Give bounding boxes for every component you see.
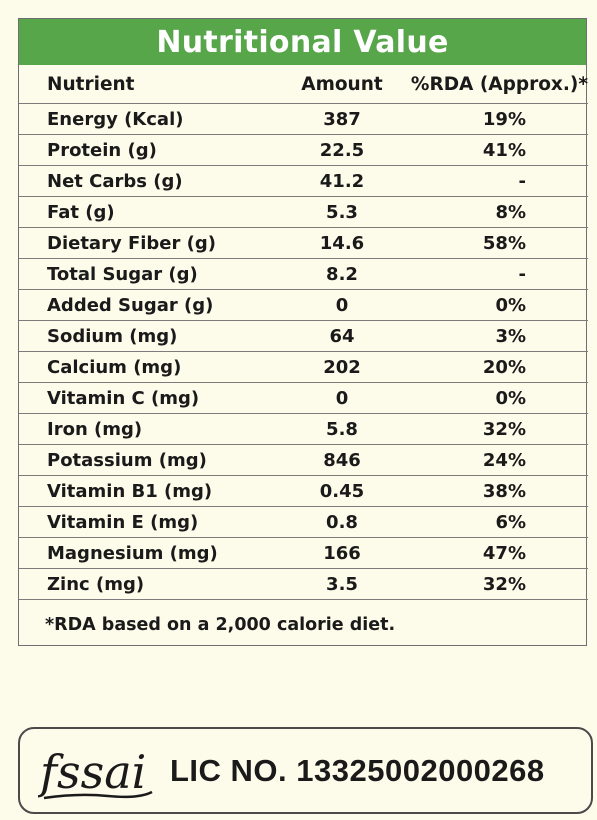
table-row: Total Sugar (g) 8.2- bbox=[19, 258, 588, 290]
nutrient-name: Iron (mg) bbox=[19, 413, 285, 445]
nutrient-name: Dietary Fiber (g) bbox=[19, 227, 285, 259]
nutrient-name: Total Sugar (g) bbox=[19, 258, 285, 290]
nutrient-name: Vitamin B1 (mg) bbox=[19, 475, 285, 507]
header-nutrient: Nutrient bbox=[19, 65, 285, 104]
nutrient-rda: 0% bbox=[399, 289, 588, 321]
nutrient-rda: 19% bbox=[399, 103, 588, 135]
table-row: Net Carbs (g) 41.2- bbox=[19, 165, 588, 197]
license-number: LIC NO. 13325002000268 bbox=[170, 752, 545, 788]
table-row: Sodium (mg) 64 3% bbox=[19, 320, 588, 352]
table-row: Protein (g) 22.5 41% bbox=[19, 134, 588, 166]
nutrient-amount: 166 bbox=[285, 537, 399, 569]
nutrient-rda: - bbox=[399, 165, 588, 197]
nutrient-name: Vitamin C (mg) bbox=[19, 382, 285, 414]
nutrition-panel: Nutritional Value Nutrient Amount %RDA (… bbox=[18, 18, 588, 646]
nutrient-rda: 24% bbox=[399, 444, 588, 476]
nutrient-rda: 38% bbox=[399, 475, 588, 507]
nutrient-amount: 846 bbox=[285, 444, 399, 476]
fssai-logo: fssai bbox=[37, 736, 156, 806]
nutrient-rda: 8% bbox=[399, 196, 588, 228]
nutrient-amount: 64 bbox=[285, 320, 399, 352]
nutrient-amount: 3.5 bbox=[285, 568, 399, 600]
nutrient-name: Calcium (mg) bbox=[19, 351, 285, 383]
nutrient-amount: 5.8 bbox=[285, 413, 399, 445]
nutrient-rda: 47% bbox=[399, 537, 588, 569]
table-row: Iron (mg) 5.8 32% bbox=[19, 413, 588, 445]
nutrient-amount: 14.6 bbox=[285, 227, 399, 259]
panel-title: Nutritional Value bbox=[19, 19, 586, 65]
nutrient-amount: 5.3 bbox=[285, 196, 399, 228]
header-amount: Amount bbox=[285, 65, 399, 104]
header-rda: %RDA (Approx.)* bbox=[399, 65, 588, 104]
table-row: Vitamin B1 (mg) 0.45 38% bbox=[19, 475, 588, 507]
nutrient-name: Energy (Kcal) bbox=[19, 103, 285, 135]
nutrient-name: Sodium (mg) bbox=[19, 320, 285, 352]
table-row: Zinc (mg) 3.5 32% bbox=[19, 568, 588, 600]
nutrient-amount: 0.8 bbox=[285, 506, 399, 538]
nutrient-name: Fat (g) bbox=[19, 196, 285, 228]
nutrient-name: Added Sugar (g) bbox=[19, 289, 285, 321]
table-row: Potassium (mg) 846 24% bbox=[19, 444, 588, 476]
nutrient-amount: 0 bbox=[285, 289, 399, 321]
nutrient-amount: 202 bbox=[285, 351, 399, 383]
nutrient-rda: 41% bbox=[399, 134, 588, 166]
fssai-logo-text: fssai bbox=[38, 745, 146, 799]
nutrient-rda: 32% bbox=[399, 568, 588, 600]
nutrient-rda: - bbox=[399, 258, 588, 290]
table-row: Energy (Kcal) 387 19% bbox=[19, 103, 588, 135]
nutrient-rda: 20% bbox=[399, 351, 588, 383]
nutrient-amount: 22.5 bbox=[285, 134, 399, 166]
nutrient-rda: 3% bbox=[399, 320, 588, 352]
nutrient-rda: 32% bbox=[399, 413, 588, 445]
license-box: fssai LIC NO. 13325002000268 bbox=[18, 727, 593, 814]
rda-footnote: *RDA based on a 2,000 calorie diet. bbox=[45, 614, 396, 635]
table-row: Fat (g) 5.3 8% bbox=[19, 196, 588, 228]
nutrient-amount: 387 bbox=[285, 103, 399, 135]
nutrient-rda: 0% bbox=[399, 382, 588, 414]
nutrient-rda: 58% bbox=[399, 227, 588, 259]
nutrition-table: Nutrient Amount %RDA (Approx.)* Energy (… bbox=[19, 65, 588, 600]
nutrient-name: Net Carbs (g) bbox=[19, 165, 285, 197]
table-row: Vitamin C (mg) 0 0% bbox=[19, 382, 588, 414]
nutrient-rda: 6% bbox=[399, 506, 588, 538]
nutrient-amount: 41.2 bbox=[285, 165, 399, 197]
nutrient-amount: 0 bbox=[285, 382, 399, 414]
nutrient-amount: 8.2 bbox=[285, 258, 399, 290]
table-header-row: Nutrient Amount %RDA (Approx.)* bbox=[19, 65, 588, 104]
nutrient-name: Protein (g) bbox=[19, 134, 285, 166]
table-row: Vitamin E (mg) 0.8 6% bbox=[19, 506, 588, 538]
table-row: Magnesium (mg) 166 47% bbox=[19, 537, 588, 569]
nutrient-amount: 0.45 bbox=[285, 475, 399, 507]
table-row: Calcium (mg) 202 20% bbox=[19, 351, 588, 383]
nutrient-name: Potassium (mg) bbox=[19, 444, 285, 476]
nutrient-name: Magnesium (mg) bbox=[19, 537, 285, 569]
table-row: Dietary Fiber (g) 14.6 58% bbox=[19, 227, 588, 259]
table-row: Added Sugar (g) 0 0% bbox=[19, 289, 588, 321]
nutrient-name: Zinc (mg) bbox=[19, 568, 285, 600]
nutrient-name: Vitamin E (mg) bbox=[19, 506, 285, 538]
